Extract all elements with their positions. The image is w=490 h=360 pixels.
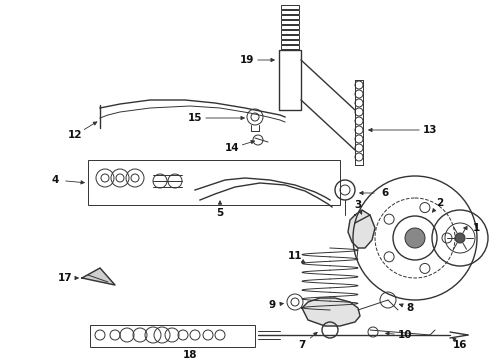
Circle shape [405,228,425,248]
Bar [88,160,340,205]
Bar [281,10,299,14]
Bar [279,50,301,110]
Text: 3: 3 [354,200,362,210]
Text: 2: 2 [437,198,443,208]
Text: 11: 11 [288,251,302,261]
Text: 16: 16 [453,340,467,350]
Bar [281,30,299,34]
Text: 19: 19 [240,55,254,65]
Bar [281,25,299,29]
Bar [281,35,299,39]
Bar [90,325,255,347]
Text: 12: 12 [68,130,82,140]
Text: 18: 18 [183,350,197,360]
Text: 4: 4 [51,175,59,185]
Text: 7: 7 [298,340,306,350]
Polygon shape [302,298,360,326]
Bar [281,20,299,24]
Text: 9: 9 [269,300,275,310]
Bar [281,5,299,9]
Text: 10: 10 [398,330,412,340]
Text: 14: 14 [225,143,239,153]
Bar [281,15,299,19]
Text: 6: 6 [381,188,389,198]
Text: 5: 5 [217,208,223,218]
Polygon shape [82,268,115,285]
Text: 15: 15 [188,113,202,123]
Text: 1: 1 [472,223,480,233]
Text: 17: 17 [58,273,73,283]
Bar [281,40,299,44]
Text: 13: 13 [423,125,437,135]
Text: 8: 8 [406,303,414,313]
Bar [281,45,299,49]
Polygon shape [348,210,375,248]
Circle shape [455,233,465,243]
